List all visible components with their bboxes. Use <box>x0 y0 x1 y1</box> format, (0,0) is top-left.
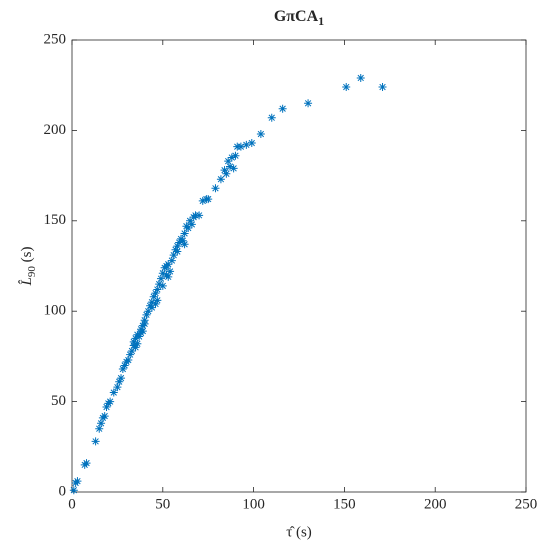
ylabel-sub: 90 <box>26 266 38 278</box>
point <box>127 346 136 355</box>
x-tick-label: 200 <box>424 496 447 512</box>
point <box>91 437 100 446</box>
point <box>147 303 156 312</box>
point <box>187 220 196 229</box>
point <box>149 292 158 301</box>
point <box>102 403 111 412</box>
point <box>167 256 176 265</box>
point <box>178 236 187 245</box>
point <box>156 274 165 283</box>
point <box>153 296 162 305</box>
point <box>175 238 184 247</box>
point <box>131 334 140 343</box>
point <box>124 356 133 365</box>
point <box>356 73 365 82</box>
point <box>118 365 127 374</box>
x-tick-label: 150 <box>333 496 356 512</box>
point <box>140 316 149 325</box>
point <box>135 332 144 341</box>
plot-box <box>71 39 527 493</box>
point <box>129 337 138 346</box>
point <box>106 397 115 406</box>
point <box>173 242 182 251</box>
x-tick-label: 50 <box>155 496 170 512</box>
point <box>95 424 104 433</box>
point <box>158 269 167 278</box>
point <box>109 388 118 397</box>
point <box>162 271 171 280</box>
point <box>224 157 233 166</box>
point <box>97 419 106 428</box>
point <box>138 327 147 336</box>
point <box>166 267 175 276</box>
point <box>225 162 234 171</box>
point <box>247 139 256 148</box>
x-tick-label: 100 <box>242 496 265 512</box>
point <box>378 83 387 92</box>
point <box>120 361 129 370</box>
point <box>195 211 204 220</box>
y-tick-label: 150 <box>44 212 67 228</box>
ylabel-rest: (s) <box>19 247 35 267</box>
y-tick-label: 250 <box>44 31 67 47</box>
point <box>147 298 156 307</box>
point <box>153 285 162 294</box>
x-tick-label: 0 <box>68 496 76 512</box>
point <box>236 142 245 151</box>
x-axis-label: τ̂ (s) <box>286 524 312 540</box>
y-tick-label: 0 <box>59 483 67 499</box>
ylabel-main: L̂ <box>19 277 35 286</box>
point <box>82 459 91 468</box>
point <box>216 175 225 184</box>
y-axis-label: L̂90 (s) <box>19 247 38 287</box>
point <box>173 247 182 256</box>
point <box>73 477 82 486</box>
point <box>142 310 151 319</box>
point <box>220 166 229 175</box>
point <box>180 240 189 249</box>
title-sub: 1 <box>318 14 324 28</box>
point <box>169 251 178 260</box>
point <box>342 83 351 92</box>
y-tick-label: 50 <box>51 393 66 409</box>
point <box>69 486 78 495</box>
y-tick-label: 100 <box>44 303 67 319</box>
point <box>126 350 135 359</box>
point <box>100 412 109 421</box>
point <box>155 280 164 289</box>
y-tick-label: 200 <box>44 122 67 138</box>
point <box>131 343 140 352</box>
point <box>151 299 160 308</box>
point <box>231 151 240 160</box>
point <box>278 104 287 113</box>
point <box>164 260 173 269</box>
point <box>227 153 236 162</box>
point <box>198 196 207 205</box>
point <box>242 140 251 149</box>
point <box>186 216 195 225</box>
point <box>211 184 220 193</box>
x-tick-label: 250 <box>515 496 538 512</box>
point <box>204 195 213 204</box>
point <box>304 99 313 108</box>
point <box>267 113 276 122</box>
point <box>158 281 167 290</box>
point <box>133 339 142 348</box>
point <box>222 169 231 178</box>
point <box>113 383 122 392</box>
title-main: GπCA <box>274 8 319 25</box>
point <box>144 307 153 316</box>
chart-title: GπCA1 <box>274 8 324 28</box>
point <box>117 374 126 383</box>
point <box>180 229 189 238</box>
point <box>151 289 160 298</box>
point <box>256 130 265 139</box>
point <box>184 224 193 233</box>
point <box>229 164 238 173</box>
point <box>115 377 124 386</box>
